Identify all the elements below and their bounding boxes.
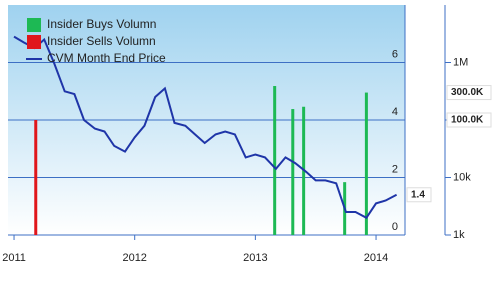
- annotation-box: [446, 112, 492, 128]
- annotation-label: 300.0K: [451, 87, 484, 98]
- y-tick-label: 2: [392, 163, 398, 175]
- x-tick-label: 2012: [122, 252, 146, 264]
- legend-label: CVM Month End Price: [47, 51, 166, 65]
- bar: [34, 120, 38, 235]
- annotation-label: 1.4: [411, 189, 425, 200]
- y-tick-label: 0: [392, 221, 398, 233]
- bar: [364, 92, 368, 236]
- bar: [291, 109, 295, 235]
- annotation-label: 100.0K: [451, 115, 484, 126]
- x-tick-label: 2013: [243, 252, 267, 264]
- legend-label: Insider Sells Volumn: [47, 34, 156, 48]
- legend-swatch: [27, 35, 41, 49]
- annotation-box: [406, 187, 432, 203]
- legend-label: Insider Buys Volumn: [47, 17, 156, 31]
- price-line: [13, 35, 398, 220]
- legend-swatch: [27, 18, 41, 32]
- y2-tick-label: 1M: [453, 56, 468, 68]
- y2-tick-label: 10k: [453, 171, 471, 183]
- y-tick-label: 4: [392, 106, 398, 118]
- y2-tick-label: 1k: [453, 229, 465, 241]
- x-tick-label: 2014: [364, 252, 388, 264]
- annotation-box: [446, 85, 492, 101]
- x-tick-label: 2011: [2, 252, 26, 264]
- bar: [273, 86, 277, 235]
- y-tick-label: 6: [392, 48, 398, 60]
